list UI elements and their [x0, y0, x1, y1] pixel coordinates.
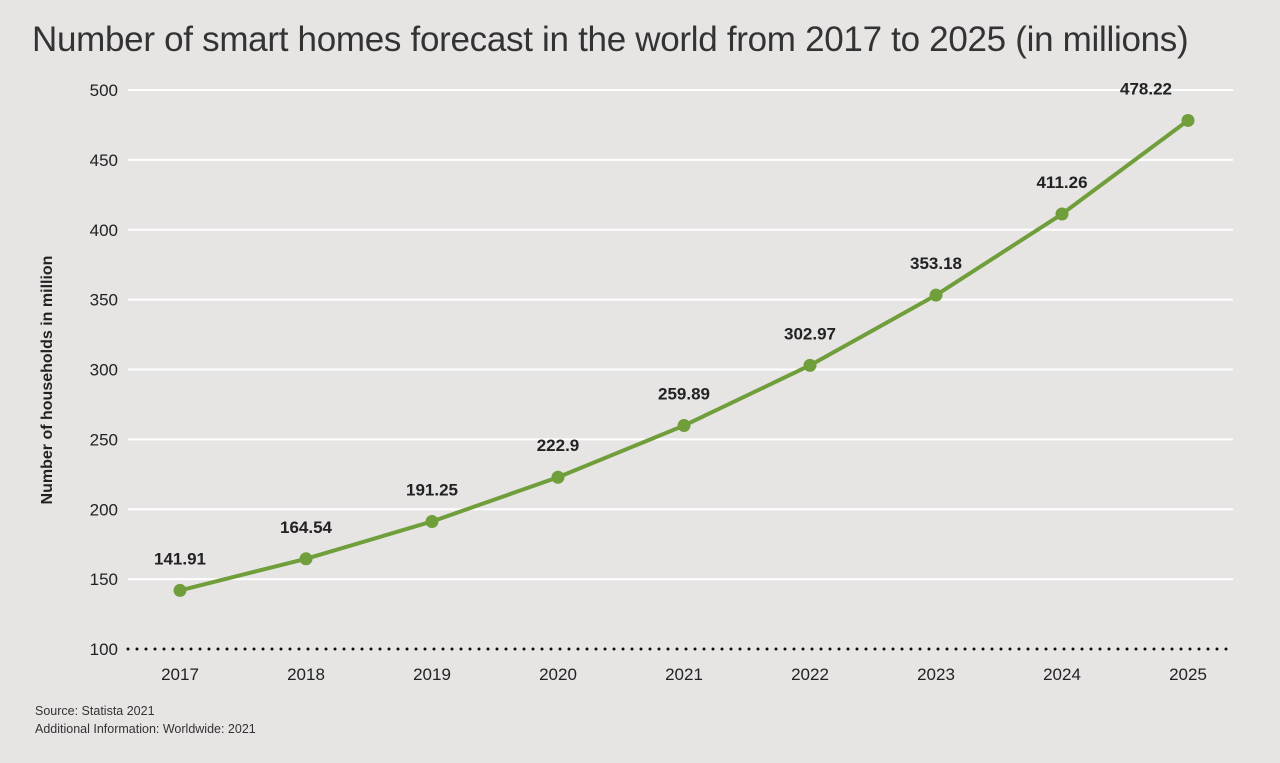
- y-axis-label: Number of households in million: [39, 256, 56, 505]
- chart-title: Number of smart homes forecast in the wo…: [32, 20, 1189, 59]
- y-tick-label: 250: [90, 430, 118, 449]
- data-label: 259.89: [658, 385, 710, 404]
- data-point: [929, 288, 943, 302]
- data-label: 353.18: [910, 254, 962, 273]
- x-tick-label: 2020: [539, 665, 577, 684]
- data-point: [551, 470, 565, 484]
- data-label: 478.22: [1120, 79, 1172, 98]
- y-tick-label: 500: [90, 81, 118, 100]
- data-label: 191.25: [406, 480, 458, 499]
- x-tick-label: 2018: [287, 665, 325, 684]
- y-tick-label: 300: [90, 361, 118, 380]
- data-point: [803, 358, 817, 372]
- y-tick-label: 200: [90, 500, 118, 519]
- data-label: 302.97: [784, 324, 836, 343]
- additional-info-note: Additional Information: Worldwide: 2021: [35, 722, 256, 736]
- x-tick-label: 2019: [413, 665, 451, 684]
- source-note: Source: Statista 2021: [35, 704, 155, 718]
- x-tick-label: 2022: [791, 665, 829, 684]
- x-tick-label: 2021: [665, 665, 703, 684]
- data-label: 222.9: [537, 436, 580, 455]
- data-point: [1055, 207, 1069, 221]
- data-label: 411.26: [1036, 173, 1087, 192]
- data-point: [425, 514, 439, 528]
- x-tick-label: 2024: [1043, 665, 1081, 684]
- data-point: [677, 419, 691, 433]
- data-point: [1181, 113, 1195, 127]
- x-tick-label: 2025: [1169, 665, 1207, 684]
- y-tick-label: 150: [90, 570, 118, 589]
- y-tick-label: 350: [90, 291, 118, 310]
- y-tick-label: 400: [90, 221, 118, 240]
- x-tick-label: 2023: [917, 665, 955, 684]
- data-point: [299, 552, 313, 566]
- data-label: 164.54: [280, 518, 333, 537]
- data-label: 141.91: [154, 549, 206, 568]
- y-tick-label: 450: [90, 151, 118, 170]
- data-point: [173, 583, 187, 597]
- y-tick-label: 100: [90, 640, 118, 659]
- x-tick-label: 2017: [161, 665, 199, 684]
